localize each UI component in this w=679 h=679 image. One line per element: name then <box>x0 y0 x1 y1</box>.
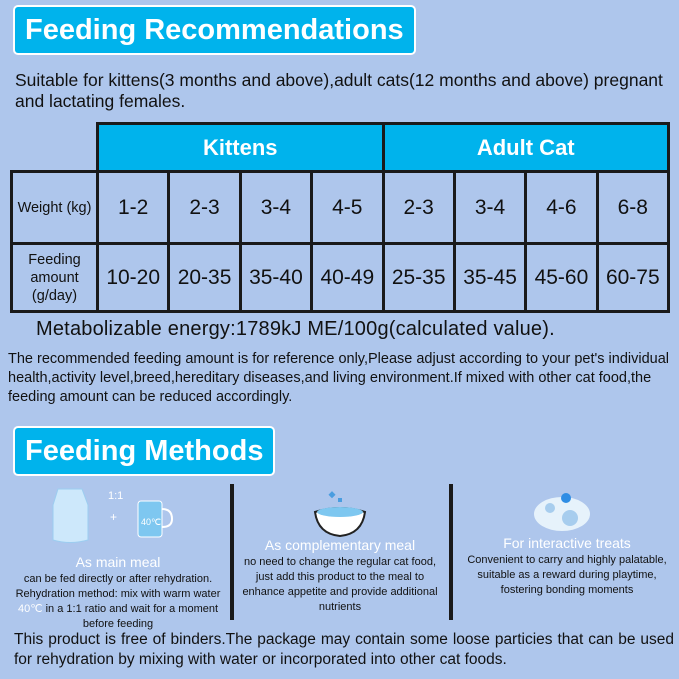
cell: 35-45 <box>452 242 528 313</box>
method-title: As complementary meal <box>264 537 416 553</box>
cell: 2-3 <box>381 170 456 245</box>
cell: 45-60 <box>524 242 599 313</box>
row-label: Weight (kg) <box>10 170 99 245</box>
feeding-row: Feeding amount (g/day) 10-20 20-35 35-40… <box>10 242 671 313</box>
row-label: Feeding amount (g/day) <box>10 242 99 313</box>
cell: 4-6 <box>524 170 599 245</box>
cat-playing-icon <box>534 493 590 531</box>
method-main-meal: As main meal can be fed directly or afte… <box>8 555 228 632</box>
cell: 1-2 <box>95 170 171 245</box>
method-treats: For interactive treats Convenient to car… <box>462 536 672 598</box>
feeding-table: Kittens Adult Cat Weight (kg) 1-2 2-3 3-… <box>10 122 671 313</box>
method-complementary: As complementary meal no need to change … <box>240 538 440 615</box>
adult-cat-header: Adult Cat <box>381 122 670 173</box>
divider <box>449 484 453 620</box>
footer-text: This product is free of binders.The pack… <box>14 631 674 668</box>
cell: 2-3 <box>167 170 242 245</box>
bowl-icon <box>313 491 367 538</box>
cell: 20-35 <box>167 242 242 313</box>
intro-text: Suitable for kittens(3 months and above)… <box>15 70 663 111</box>
method-text: can be fed directly or after rehydration… <box>15 573 221 600</box>
energy-text: Metabolizable energy:1789kJ ME/100g(calc… <box>36 318 555 340</box>
rehydration-icon: 1:1 + 40℃ <box>52 488 174 543</box>
cell: 6-8 <box>595 170 671 245</box>
methods-banner: Feeding Methods <box>15 428 274 474</box>
temp-label: 40℃ <box>141 517 161 527</box>
title-banner: Feeding Recommendations <box>15 7 414 53</box>
note-text: The recommended feeding amount is for re… <box>8 351 670 405</box>
ratio-label: 1:1 <box>108 490 123 502</box>
divider <box>230 484 234 620</box>
kittens-header: Kittens <box>96 122 385 173</box>
method-title: As main meal <box>75 554 161 570</box>
cell: 35-40 <box>238 242 314 313</box>
cell: 3-4 <box>238 170 314 245</box>
cell: 25-35 <box>381 242 456 313</box>
cell: 4-5 <box>310 170 385 245</box>
cell: 60-75 <box>595 242 671 313</box>
method-title: For interactive treats <box>503 535 631 551</box>
method-text: no need to change the regular cat food, … <box>242 556 438 613</box>
method-text: Convenient to carry and highly palatable… <box>467 554 667 596</box>
cell: 10-20 <box>95 242 171 313</box>
cell: 3-4 <box>452 170 528 245</box>
cell: 40-49 <box>310 242 385 313</box>
method-text: in a 1:1 ratio and wait for a moment bef… <box>42 603 219 630</box>
weight-row: Weight (kg) 1-2 2-3 3-4 4-5 2-3 3-4 4-6 … <box>10 170 671 245</box>
plus-label: + <box>110 510 117 524</box>
temp-highlight: 40℃ <box>17 603 43 615</box>
